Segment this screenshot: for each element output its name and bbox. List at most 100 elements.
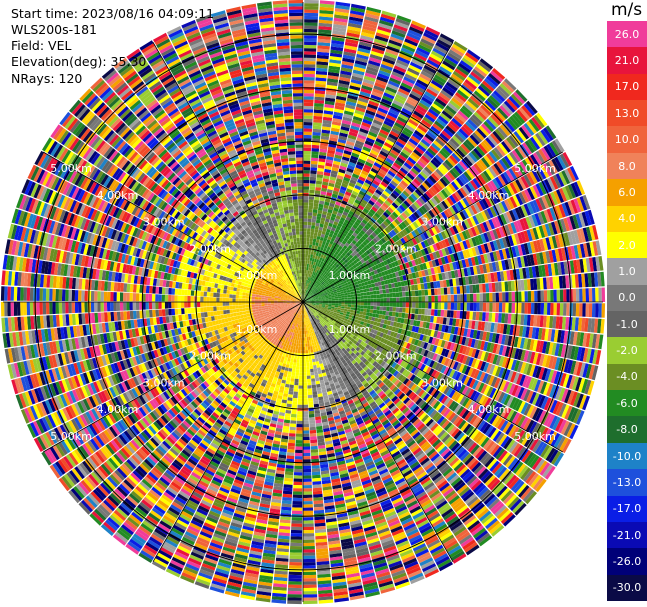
velocity-bin bbox=[481, 198, 490, 209]
velocity-bin bbox=[500, 173, 509, 185]
velocity-bin bbox=[399, 230, 406, 238]
velocity-bin bbox=[298, 199, 303, 203]
velocity-bin bbox=[306, 300, 310, 302]
velocity-bin bbox=[570, 230, 577, 245]
velocity-bin bbox=[442, 264, 448, 272]
velocity-bin bbox=[483, 253, 489, 264]
velocity-bin bbox=[473, 225, 480, 236]
velocity-bin bbox=[570, 245, 576, 260]
velocity-bin bbox=[289, 251, 293, 256]
velocity-bin bbox=[514, 233, 521, 245]
velocity-bin bbox=[355, 284, 359, 288]
velocity-bin bbox=[469, 284, 474, 294]
velocity-bin bbox=[438, 273, 443, 281]
velocity-bin bbox=[520, 231, 527, 243]
velocity-bin bbox=[291, 183, 297, 187]
velocity-bin bbox=[567, 184, 577, 199]
velocity-bin bbox=[412, 245, 418, 253]
velocity-bin bbox=[303, 195, 309, 200]
velocity-bin bbox=[576, 259, 582, 274]
velocity-bin bbox=[295, 228, 300, 232]
velocity-bin bbox=[408, 296, 413, 302]
velocity-bin bbox=[436, 281, 441, 288]
velocity-bin bbox=[361, 282, 366, 287]
velocity-bin bbox=[294, 260, 297, 265]
velocity-bin bbox=[498, 249, 505, 260]
velocity-bin bbox=[290, 180, 297, 184]
velocity-bin bbox=[529, 171, 538, 184]
velocity-bin bbox=[543, 163, 553, 177]
velocity-bin bbox=[316, 290, 320, 294]
velocity-bin bbox=[384, 284, 389, 289]
velocity-bin bbox=[294, 212, 299, 216]
velocity-bin bbox=[435, 242, 441, 251]
velocity-bin bbox=[304, 25, 318, 30]
velocity-bin bbox=[507, 223, 514, 235]
velocity-bin bbox=[310, 294, 314, 297]
velocity-bin bbox=[322, 299, 326, 301]
velocity-bin bbox=[450, 294, 455, 302]
velocity-bin bbox=[298, 202, 303, 206]
velocity-bin bbox=[379, 267, 384, 273]
velocity-bin bbox=[503, 270, 508, 281]
velocity-bin bbox=[438, 213, 445, 222]
velocity-bin bbox=[334, 293, 338, 296]
velocity-bin bbox=[526, 187, 535, 200]
velocity-bin bbox=[303, 224, 307, 229]
velocity-bin bbox=[304, 22, 318, 26]
velocity-bin bbox=[532, 253, 538, 266]
velocity-bin bbox=[426, 282, 431, 289]
velocity-bin bbox=[572, 288, 577, 302]
velocity-bin bbox=[367, 295, 371, 299]
velocity-bin bbox=[556, 189, 565, 203]
velocity-bin bbox=[287, 151, 296, 155]
velocity-bin bbox=[394, 260, 399, 267]
velocity-bin bbox=[327, 291, 331, 295]
velocity-bin bbox=[466, 294, 471, 302]
velocity-bin bbox=[334, 277, 338, 281]
velocity-bin bbox=[543, 145, 554, 159]
velocity-bin bbox=[378, 272, 383, 278]
velocity-bin bbox=[312, 212, 318, 217]
velocity-bin bbox=[303, 183, 310, 187]
velocity-bin bbox=[491, 217, 499, 229]
velocity-bin bbox=[426, 246, 432, 254]
velocity-bin bbox=[340, 281, 345, 285]
velocity-bin bbox=[303, 218, 308, 222]
velocity-bin bbox=[289, 212, 294, 217]
velocity-bin bbox=[527, 291, 532, 302]
velocity-bin bbox=[488, 262, 494, 273]
velocity-bin bbox=[305, 257, 308, 261]
velocity-bin bbox=[350, 273, 355, 278]
velocity-bin bbox=[306, 231, 311, 235]
velocity-bin bbox=[303, 237, 307, 241]
velocity-bin bbox=[557, 234, 564, 248]
velocity-bin bbox=[383, 241, 390, 248]
velocity-bin bbox=[552, 276, 557, 289]
velocity-bin bbox=[430, 267, 435, 275]
velocity-bin bbox=[443, 287, 448, 295]
velocity-bin bbox=[550, 221, 558, 235]
velocity-bin bbox=[319, 290, 323, 294]
velocity-bin bbox=[431, 295, 435, 302]
velocity-bin bbox=[321, 294, 325, 296]
velocity-bin bbox=[306, 263, 309, 268]
velocity-bin bbox=[326, 290, 330, 293]
velocity-bin bbox=[506, 197, 515, 210]
velocity-bin bbox=[539, 252, 545, 265]
velocity-bin bbox=[303, 250, 306, 254]
velocity-bin bbox=[500, 213, 508, 225]
velocity-bin bbox=[523, 174, 533, 187]
velocity-bin bbox=[327, 284, 331, 288]
velocity-bin bbox=[558, 275, 563, 289]
velocity-bin bbox=[514, 207, 523, 220]
velocity-bin bbox=[386, 279, 391, 284]
velocity-bin bbox=[472, 215, 480, 225]
velocity-bin bbox=[501, 187, 510, 199]
velocity-bin bbox=[547, 177, 556, 191]
velocity-bin bbox=[353, 278, 357, 283]
velocity-bin bbox=[540, 210, 548, 224]
velocity-bin bbox=[293, 254, 296, 258]
velocity-bin bbox=[339, 279, 344, 283]
velocity-bin bbox=[339, 287, 343, 291]
